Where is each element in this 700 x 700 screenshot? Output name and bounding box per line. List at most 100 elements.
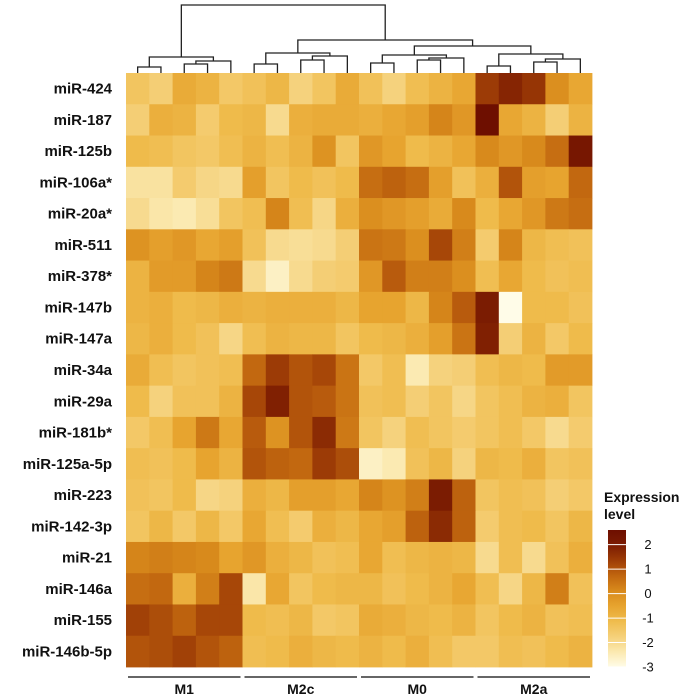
heatmap-cell: [242, 448, 267, 480]
heatmap-cell: [498, 479, 523, 512]
heatmap-cell: [545, 510, 570, 543]
heatmap-cell: [522, 229, 546, 261]
heatmap-cell: [545, 198, 570, 230]
heatmap-cell: [289, 416, 313, 449]
heatmap-cell: [405, 541, 430, 574]
heatmap-cells: [126, 73, 593, 668]
heatmap-cell: [452, 479, 476, 512]
dendrogram-link: [148, 56, 215, 67]
heatmap-cell: [475, 104, 500, 136]
group-label: M2a: [520, 681, 547, 697]
heatmap-cell: [545, 166, 570, 199]
heatmap-cell: [219, 354, 243, 387]
heatmap-cell: [312, 323, 337, 355]
heatmap-cell: [172, 166, 197, 199]
heatmap-cell: [382, 635, 406, 668]
heatmap-cell: [289, 229, 313, 261]
heatmap-cell: [545, 635, 570, 668]
heatmap-cell: [126, 604, 150, 637]
heatmap-cell: [219, 229, 243, 261]
dendrogram-link: [486, 65, 512, 73]
heatmap-cell: [289, 354, 313, 387]
heatmap-cell: [219, 385, 243, 418]
heatmap-cell: [149, 260, 173, 293]
heatmap-cell: [359, 635, 383, 668]
heatmap-cell: [195, 385, 220, 418]
heatmap-cell: [522, 385, 546, 418]
heatmap-cell: [428, 104, 453, 136]
heatmap-cell: [195, 166, 220, 199]
heatmap-cell: [126, 385, 150, 418]
heatmap-cell: [195, 448, 220, 480]
heatmap-cell: [335, 448, 360, 480]
heatmap-cell: [219, 448, 243, 480]
row-label: miR-147b: [44, 299, 112, 316]
heatmap-cell: [335, 229, 360, 261]
heatmap-cell: [149, 604, 173, 637]
dendrogram-link: [544, 58, 581, 73]
heatmap-cell: [172, 260, 197, 293]
heatmap-cell: [335, 604, 360, 637]
heatmap-cell: [568, 354, 593, 387]
heatmap-cell: [172, 291, 197, 324]
group-labels: M1 M2c M0 M2a: [128, 676, 590, 697]
heatmap-cell: [382, 104, 406, 136]
heatmap-cell: [149, 416, 173, 449]
heatmap-cell: [312, 229, 337, 261]
heatmap-cell: [382, 573, 406, 605]
heatmap-cell: [242, 166, 267, 199]
heatmap-cell: [219, 135, 243, 168]
heatmap-cell: [195, 541, 220, 574]
heatmap-cell: [359, 573, 383, 605]
heatmap-cell: [172, 573, 197, 605]
heatmap-cell: [475, 416, 500, 449]
heatmap-cell: [382, 198, 406, 230]
heatmap-cell: [265, 604, 290, 637]
heatmap-cell: [126, 198, 150, 230]
heatmap-cell: [335, 541, 360, 574]
heatmap-cell: [405, 229, 430, 261]
legend-color-bar: [608, 530, 626, 667]
heatmap-cell: [126, 291, 150, 324]
dendrogram-link: [137, 66, 162, 73]
heatmap-cell: [149, 73, 173, 105]
heatmap-cell: [289, 323, 313, 355]
legend-title: Expression: [604, 489, 679, 505]
heatmap-cell: [545, 229, 570, 261]
heatmap-cell: [126, 479, 150, 512]
heatmap-cell: [265, 385, 290, 418]
heatmap-cell: [219, 635, 243, 668]
heatmap-cell: [242, 135, 267, 168]
heatmap-cell: [126, 135, 150, 168]
dendrogram-link: [533, 61, 558, 73]
heatmap-cell: [265, 354, 290, 387]
heatmap-cell: [126, 510, 150, 543]
heatmap-cell: [428, 573, 453, 605]
heatmap-cell: [475, 260, 500, 293]
heatmap-cell: [522, 135, 546, 168]
heatmap-cell: [242, 198, 267, 230]
heatmap-cell: [172, 541, 197, 574]
heatmap-cell: [545, 323, 570, 355]
heatmap-cell: [522, 73, 546, 105]
heatmap-cell: [172, 479, 197, 512]
heatmap-cell: [312, 260, 337, 293]
row-label: miR-511: [54, 237, 112, 254]
heatmap-cell: [312, 448, 337, 480]
heatmap-cell: [172, 229, 197, 261]
heatmap-cell: [359, 416, 383, 449]
heatmap-cell: [195, 229, 220, 261]
heatmap-cell: [312, 73, 337, 105]
heatmap-cell: [195, 73, 220, 105]
heatmap-cell: [335, 291, 360, 324]
heatmap-cell: [405, 135, 430, 168]
heatmap-cell: [568, 73, 593, 105]
heatmap-cell: [265, 448, 290, 480]
heatmap-cell: [265, 73, 290, 105]
heatmap-cell: [289, 479, 313, 512]
heatmap-cell: [382, 541, 406, 574]
heatmap-cell: [522, 104, 546, 136]
heatmap-cell: [359, 260, 383, 293]
heatmap-cell: [405, 260, 430, 293]
heatmap-cell: [475, 385, 500, 418]
